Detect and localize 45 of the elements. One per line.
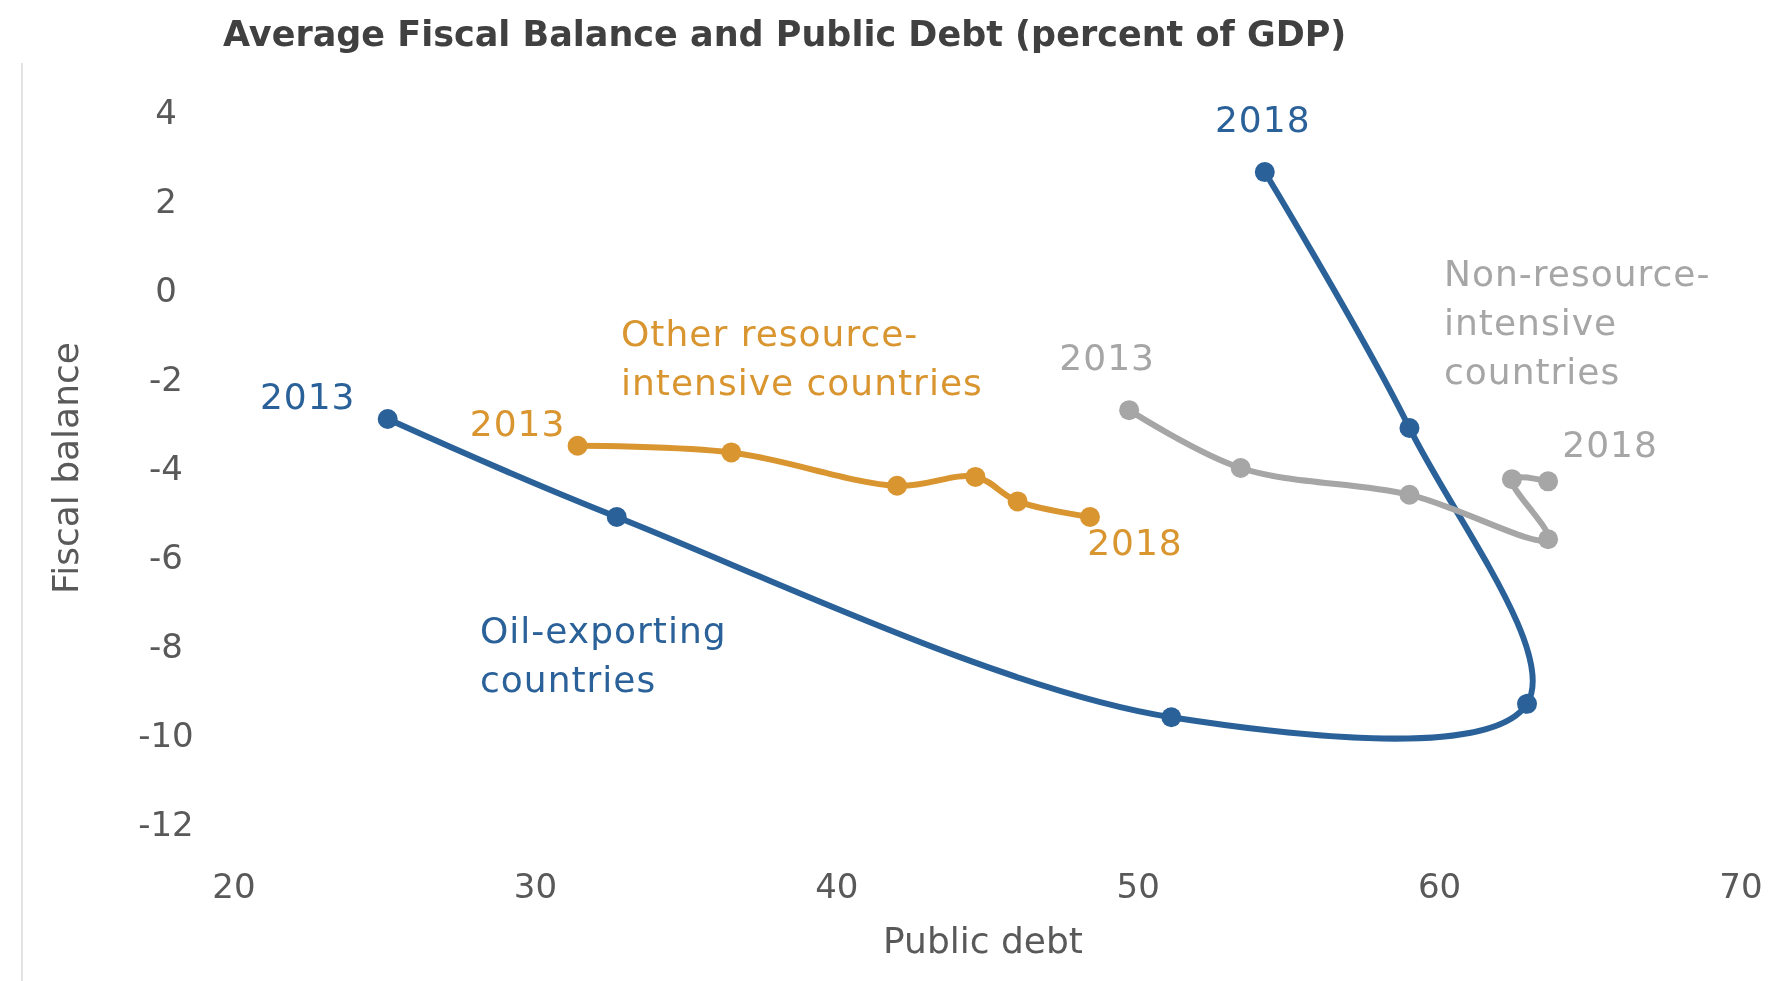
point bbox=[1501, 469, 1522, 490]
series-label: Oil-exporting countries bbox=[480, 610, 727, 700]
y-tick-label: -2 bbox=[149, 359, 183, 399]
y-tick-label: -10 bbox=[138, 715, 194, 755]
annotation: 2018 bbox=[1214, 99, 1311, 141]
point bbox=[1399, 484, 1420, 505]
y-tick-label: 2 bbox=[155, 181, 177, 221]
point bbox=[1517, 693, 1538, 714]
y-tick-label: -4 bbox=[149, 448, 183, 488]
point bbox=[1538, 529, 1559, 550]
x-tick-label: 60 bbox=[1417, 866, 1462, 906]
point bbox=[1007, 491, 1028, 512]
y-tick-label: -8 bbox=[149, 626, 183, 666]
y-tick-label: -12 bbox=[138, 804, 194, 844]
annotation: 2013 bbox=[469, 402, 566, 444]
x-axis-title: Public debt bbox=[883, 920, 1083, 961]
point bbox=[887, 475, 908, 496]
chart-title: Average Fiscal Balance and Public Debt (percent of GDP) bbox=[223, 14, 1347, 54]
point bbox=[1161, 707, 1182, 728]
point bbox=[1399, 417, 1420, 438]
y-tick-label: 4 bbox=[155, 92, 177, 132]
point bbox=[377, 409, 398, 430]
x-tick-label: 50 bbox=[1116, 866, 1160, 906]
series-label: Other resource-intensive countries bbox=[621, 313, 983, 403]
annotation: 2013 bbox=[259, 376, 356, 418]
text: Non-resource-intensive countries bbox=[1444, 253, 1711, 392]
point bbox=[1538, 471, 1559, 492]
x-tick-label: 30 bbox=[513, 866, 558, 906]
point bbox=[567, 435, 588, 456]
point bbox=[606, 506, 627, 527]
point bbox=[965, 466, 986, 487]
y-tick-label: 0 bbox=[155, 270, 177, 310]
point bbox=[721, 442, 742, 463]
point bbox=[1119, 400, 1140, 421]
x-tick-label: 70 bbox=[1719, 866, 1763, 906]
y-axis-title: Fiscal balance bbox=[45, 342, 86, 594]
y-tick-label: -6 bbox=[149, 537, 183, 577]
point bbox=[1254, 162, 1275, 183]
annotation: 2018 bbox=[1087, 521, 1183, 563]
annotation: 2018 bbox=[1562, 424, 1658, 466]
annotation: 2013 bbox=[1059, 337, 1155, 379]
point bbox=[1079, 506, 1100, 527]
point bbox=[1230, 458, 1251, 478]
x-tick-label: 40 bbox=[815, 866, 859, 906]
x-tick-label: 20 bbox=[212, 866, 256, 906]
